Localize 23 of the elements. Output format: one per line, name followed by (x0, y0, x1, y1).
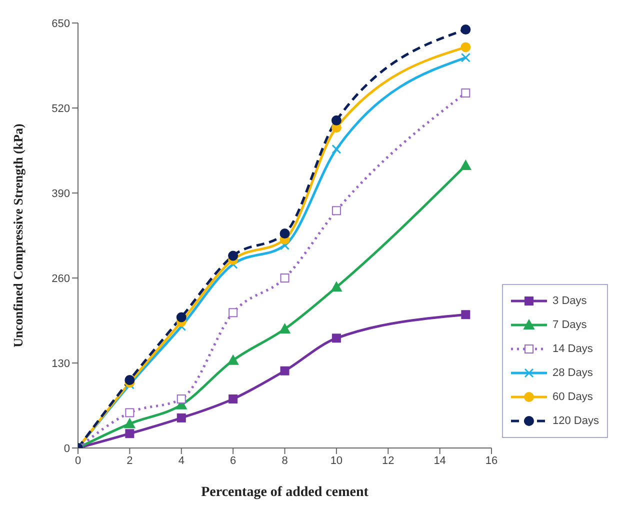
x-axis-title: Percentage of added cement (201, 485, 369, 500)
x-tick-label: 2 (126, 454, 133, 467)
x-tick-label: 10 (330, 454, 343, 467)
legend-label: 60 Days (552, 390, 593, 405)
x-tick-label: 0 (74, 454, 82, 467)
y-tick-label: 0 (64, 442, 70, 455)
x-tick-label: 6 (230, 454, 236, 467)
legend-label: 28 Days (552, 366, 593, 381)
legend-label: 7 Days (552, 318, 587, 333)
y-tick-label: 260 (52, 272, 70, 285)
x-tick-label: 16 (485, 454, 498, 467)
y-tick-label: 650 (52, 18, 70, 30)
y-axis-title: Unconfined Compressive Strength (kPa) (10, 124, 26, 348)
y-tick-label: 130 (52, 358, 70, 370)
x-tick-label: 8 (282, 454, 288, 467)
y-tick-label: 390 (52, 188, 70, 200)
x-tick-label: 14 (434, 454, 446, 467)
legend-label: 14 Days (552, 342, 593, 357)
x-tick-label: 12 (382, 454, 394, 467)
legend-label: 3 Days (552, 294, 587, 309)
legend-label: 120 Days (552, 414, 599, 429)
y-tick-label: 520 (52, 102, 70, 115)
x-tick-label: 4 (178, 454, 184, 467)
